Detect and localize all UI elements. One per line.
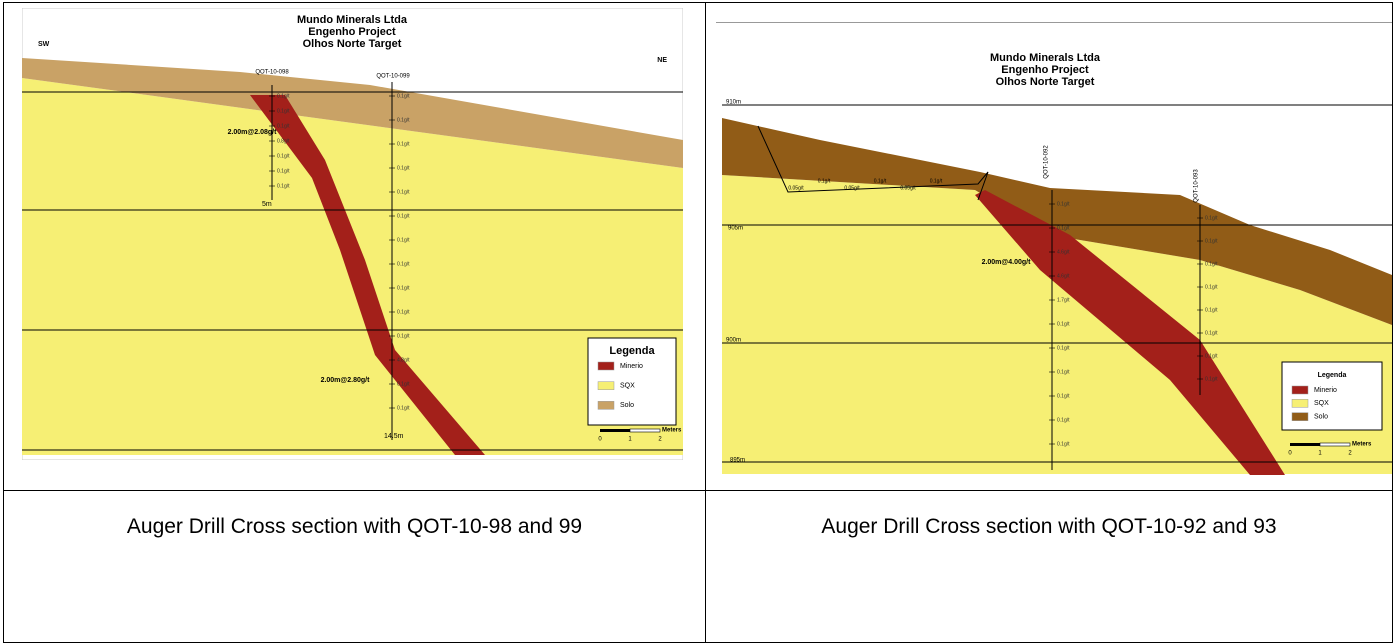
hole-label: QOT-10-099 <box>376 74 410 80</box>
legend-swatch <box>1292 413 1308 421</box>
scale-unit: Meters <box>1352 442 1372 448</box>
elevation-label: 905m <box>728 226 743 232</box>
grade-label: 0.1g/t <box>277 93 290 99</box>
legend-label: Solo <box>1314 414 1328 421</box>
legend-swatch <box>598 362 614 370</box>
grade-label: 4.6g/t <box>1057 273 1070 279</box>
legend-swatch <box>1292 386 1308 394</box>
elevation-label: 910m <box>726 100 741 106</box>
legend-label: Solo <box>620 402 634 409</box>
legend-label: Minerio <box>620 363 643 370</box>
sample-label: 0.05g/t <box>844 185 860 191</box>
grade-label: 0.1g/t <box>1057 345 1070 351</box>
figure-title: Engenho Project <box>1001 64 1089 76</box>
scale-bar <box>1320 443 1350 446</box>
legend-swatch <box>1292 399 1308 407</box>
grade-label: 0.1g/t <box>1057 417 1070 423</box>
table-border <box>1392 2 1393 643</box>
intercept-label: 2.00m@2.08g/t <box>228 129 278 136</box>
legend-swatch <box>598 382 614 390</box>
figure-title: Engenho Project <box>308 26 396 38</box>
elevation-label: 900m <box>726 338 741 344</box>
figure-title: Olhos Norte Target <box>303 38 402 50</box>
sample-label: 0.1g/t <box>930 178 943 184</box>
legend-label: SQX <box>1314 400 1329 407</box>
grade-label: 0.1g/t <box>397 93 410 99</box>
scale-bar <box>600 429 630 432</box>
grade-label: 0.1g/t <box>397 117 410 123</box>
intercept-label: 2.00m@2.80g/t <box>321 377 371 384</box>
legend-swatch <box>598 401 614 409</box>
direction-label: NE <box>657 57 667 64</box>
grade-label: 0.1g/t <box>397 237 410 243</box>
hole-label: QOT-10-093 <box>1194 169 1200 203</box>
grade-label: 0.1g/t <box>397 333 410 339</box>
scale-bar <box>1290 443 1320 446</box>
grade-label: 0.1g/t <box>1057 369 1070 375</box>
caption: Auger Drill Cross section with QOT-10-92… <box>706 515 1392 539</box>
grade-label: 0.1g/t <box>1205 376 1218 382</box>
table-border <box>3 490 1393 491</box>
sample-label: 0.1g/t <box>818 178 831 184</box>
legend-title: Legenda <box>1318 372 1347 379</box>
hole-label: QOT-10-098 <box>255 70 289 76</box>
grade-label: 0.1g/t <box>397 285 410 291</box>
table-border <box>3 642 1393 643</box>
depth-label: 5m <box>262 201 272 208</box>
grade-label: 0.1g/t <box>277 183 290 189</box>
grade-label: 0.1g/t <box>1057 321 1070 327</box>
grade-label: 4.8g/t <box>397 357 410 363</box>
page: Mundo Minerals LtdaEngenho ProjectOlhos … <box>0 0 1396 644</box>
grade-label: 0.1g/t <box>1057 225 1070 231</box>
intercept-label: 2.00m@4.00g/t <box>982 259 1032 266</box>
scale-unit: Meters <box>662 428 682 434</box>
figure-title: Olhos Norte Target <box>996 76 1095 88</box>
legend-label: Minerio <box>1314 387 1337 394</box>
legend-label: SQX <box>620 383 635 390</box>
grade-label: 0.1g/t <box>397 381 410 387</box>
grade-label: 0.1g/t <box>397 261 410 267</box>
table-border <box>3 2 1393 3</box>
grade-label: 0.1g/t <box>1057 441 1070 447</box>
sample-label: 0.05g/t <box>788 185 804 191</box>
table-border <box>705 2 706 643</box>
grade-label: 0.1g/t <box>277 153 290 159</box>
grade-label: 0.1g/t <box>397 405 410 411</box>
grade-label: 0.8g/t <box>277 138 290 144</box>
grade-label: 0.1g/t <box>397 213 410 219</box>
depth-label: 14.5m <box>384 433 404 440</box>
grade-label: 0.1g/t <box>277 168 290 174</box>
elevation-label: 895m <box>730 458 745 464</box>
direction-label: SW <box>38 41 50 48</box>
grade-label: 0.1g/t <box>1057 201 1070 207</box>
grade-label: 1.7g/t <box>1057 297 1070 303</box>
grade-label: 0.1g/t <box>277 108 290 114</box>
table-border <box>3 2 4 643</box>
grade-label: 0.1g/t <box>397 165 410 171</box>
grade-label: 0.1g/t <box>1205 307 1218 313</box>
grade-label: 0.1g/t <box>1205 261 1218 267</box>
grade-label: 0.1g/t <box>397 141 410 147</box>
grade-label: 0.1g/t <box>1205 215 1218 221</box>
sample-label: 0.1g/t <box>874 178 887 184</box>
grade-label: 0.1g/t <box>1205 284 1218 290</box>
figure-title: Mundo Minerals Ltda <box>990 52 1101 64</box>
grade-label: 0.1g/t <box>1205 238 1218 244</box>
grade-label: 0.1g/t <box>277 123 290 129</box>
grade-label: 0.1g/t <box>397 309 410 315</box>
figure-title: Mundo Minerals Ltda <box>297 14 408 26</box>
grade-label: 0.1g/t <box>397 189 410 195</box>
grade-label: 4.6g/t <box>1057 249 1070 255</box>
legend-title: Legenda <box>609 345 655 357</box>
grade-label: 0.1g/t <box>1057 393 1070 399</box>
grade-label: 0.1g/t <box>1205 353 1218 359</box>
caption: Auger Drill Cross section with QOT-10-98… <box>4 515 705 539</box>
hole-label: QOT-10-092 <box>1044 145 1050 179</box>
scale-bar <box>630 429 660 432</box>
grade-label: 0.1g/t <box>1205 330 1218 336</box>
sample-label: 0.05g/t <box>900 185 916 191</box>
